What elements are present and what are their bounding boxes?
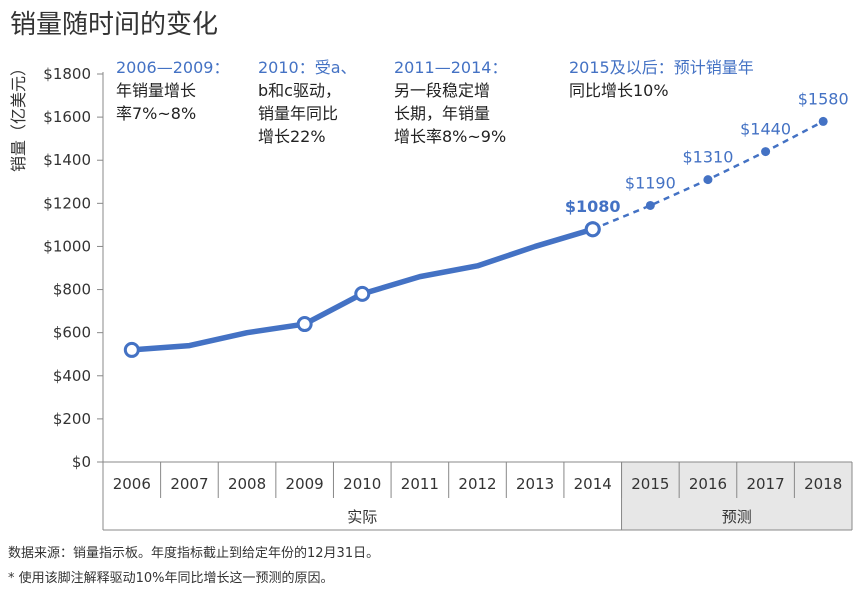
y-tick-label: $1000 xyxy=(43,237,91,255)
footnote-source: 数据来源：销量指示板。年度指标截止到给定年份的12月31日。 xyxy=(8,545,379,561)
y-tick-label: $0 xyxy=(72,453,91,471)
annotation-head: 2010：受a、 xyxy=(258,58,357,77)
group-labels-group: 实际 预测 xyxy=(347,508,752,526)
x-tick-label: 2006 xyxy=(113,475,151,493)
x-tick-label: 2017 xyxy=(746,475,784,493)
forecast-point-2016 xyxy=(703,175,713,185)
forecast-point-2017 xyxy=(761,147,771,157)
annotation-line: 增长率8%~9% xyxy=(394,127,506,146)
annotation-head: 2015及以后：预计销量年 xyxy=(569,58,754,77)
x-tick-label: 2007 xyxy=(170,475,208,493)
annotation-line: 率7%~8% xyxy=(116,104,196,123)
y-tick-label: $1400 xyxy=(43,151,91,169)
points-group xyxy=(123,116,828,358)
y-tick-label: $400 xyxy=(53,367,91,385)
annotation-line: 销量年同比 xyxy=(258,104,338,123)
group-label: 实际 xyxy=(347,508,377,526)
footnote-forecast: * 使用该脚注解释驱动10%年同比增长这一预测的原因。 xyxy=(8,570,334,586)
y-tick-label: $1800 xyxy=(43,65,91,83)
annotation-head: 2011—2014： xyxy=(394,58,507,77)
x-tick-label: 2015 xyxy=(631,475,669,493)
x-tick-label: 2014 xyxy=(574,475,612,493)
forecast-point-2015 xyxy=(645,200,655,210)
forecast-point-2018 xyxy=(818,116,828,126)
data-label-2016: $1310 xyxy=(683,148,734,167)
annotation-line: 同比增长10% xyxy=(569,81,669,100)
actual-point-2014-top xyxy=(584,221,601,238)
annotation-line: 另一段稳定增 xyxy=(394,81,490,100)
annotation-line: b和c驱动， xyxy=(258,81,341,100)
chart-title: 销量随时间的变化 xyxy=(10,10,218,40)
x-categories-group: 2006 2007 2008 2009 2010 2011 2012 2013 2014 2015… xyxy=(102,462,853,530)
y-tick-label: $1200 xyxy=(43,194,91,212)
data-label-2017: $1440 xyxy=(740,120,791,139)
actual-point-2010 xyxy=(354,285,371,302)
y-tick-label: $200 xyxy=(53,410,91,428)
y-tick-label: $800 xyxy=(53,281,91,299)
data-label-2018: $1580 xyxy=(798,89,849,108)
x-tick-label: 2008 xyxy=(228,475,266,493)
data-labels-group: $1080$1190 $1310 $1440 $1580 xyxy=(565,89,849,216)
group-label: 预测 xyxy=(722,508,752,526)
axes-group xyxy=(102,72,852,531)
actual-point-2006 xyxy=(123,341,140,358)
x-tick-label: 2011 xyxy=(401,475,439,493)
actual-point-2009 xyxy=(296,316,313,333)
y-axis-label: 销量（亿美元） xyxy=(9,60,28,172)
x-tick-label: 2009 xyxy=(286,475,324,493)
data-label-2015: $1190 xyxy=(625,173,676,192)
y-ticks-group: $0 $200 $400 $600 $800 $1000 $1200 $1400 $1600 $1… xyxy=(43,65,103,471)
x-tick-label: 2013 xyxy=(516,475,554,493)
annotation-line: 增长22% xyxy=(258,127,326,146)
x-tick-label: 2012 xyxy=(458,475,496,493)
annotation-line: 年销量增长 xyxy=(116,81,196,100)
y-tick-label: $1600 xyxy=(43,108,91,126)
x-tick-label: 2010 xyxy=(343,475,381,493)
annotation-head: 2006—2009： xyxy=(116,58,229,77)
x-tick-label: 2016 xyxy=(689,475,727,493)
x-tick-label: 2018 xyxy=(804,475,842,493)
data-label-2014: $1080 xyxy=(565,197,621,216)
y-tick-label: $600 xyxy=(53,324,91,342)
annotation-line: 长期，年销量 xyxy=(394,104,490,123)
